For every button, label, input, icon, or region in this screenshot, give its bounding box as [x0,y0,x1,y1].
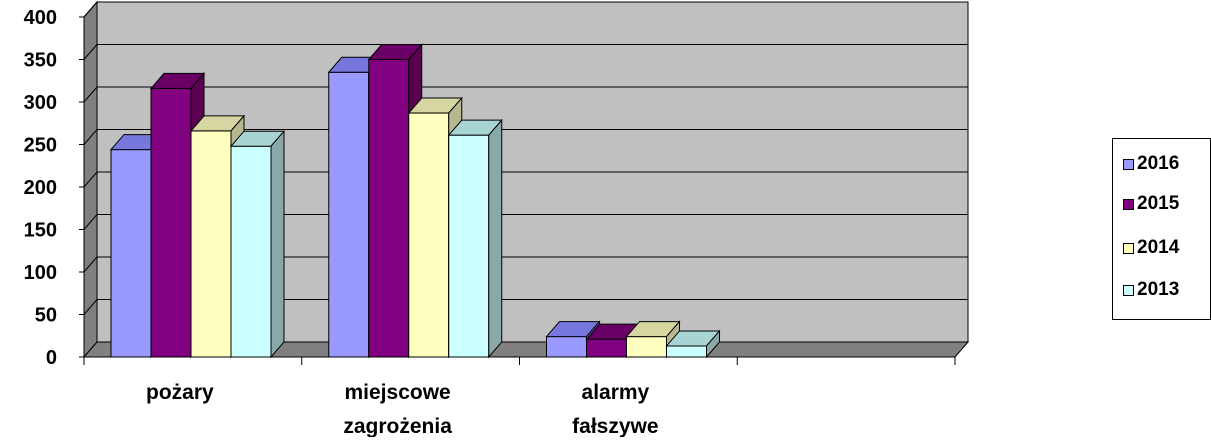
gridline-side [83,299,98,315]
bar-2015 [368,59,410,358]
legend-swatch-2015 [1123,198,1134,210]
legend-label-2013: 2013 [1137,279,1180,300]
y-tick-label: 100 [24,262,57,284]
bar-2016 [546,336,587,358]
bar-2013 [448,134,490,358]
legend-label-2014: 2014 [1137,237,1180,258]
y-tick-label: 300 [24,92,57,114]
y-tick-label: 250 [24,135,57,157]
legend-swatch-2013 [1123,284,1134,296]
legend-swatch-2014 [1123,242,1134,254]
bar-2013 [666,345,707,358]
y-tick-label: 150 [24,220,57,242]
gridline-side [83,171,98,188]
bar-2014 [408,112,450,358]
bar-2016 [110,149,152,358]
x-tick-label: fałszywe [572,415,658,437]
gridline-side [83,256,98,273]
legend-label-2015: 2015 [1137,193,1180,214]
bar-2015 [150,87,192,358]
chart-legend: 2016 2015 2014 2013 [1112,138,1211,320]
bar-side-2013 [488,118,503,359]
x-tick-label: pożary [146,381,214,404]
bar-side-2013 [270,129,285,359]
x-tick-label: miejscowe [345,381,451,404]
gridline-side [83,86,98,103]
gridline-side [83,44,98,60]
bar-2013 [230,145,272,358]
y-tick-label: 200 [24,177,57,199]
legend-item-2015: 2015 [1123,193,1179,215]
gridline-side [83,1,98,18]
x-tick-label: zagrożenia [343,415,452,437]
bar-2016 [328,71,370,358]
bar-2014 [190,130,232,358]
x-tick-label: alarmy [582,381,650,404]
y-tick-label: 350 [24,50,57,72]
bar-2014 [626,336,667,358]
legend-label-2016: 2016 [1137,153,1180,174]
legend-item-2016: 2016 [1123,153,1179,175]
gridline-side [83,214,98,230]
y-tick-label: 0 [46,347,57,369]
legend-item-2014: 2014 [1123,237,1179,259]
legend-item-2013: 2013 [1123,279,1179,301]
bar-side-2013 [706,329,720,359]
y-tick-label: 400 [24,7,57,29]
legend-swatch-2016 [1123,158,1134,170]
bar-2015 [586,338,627,358]
y-tick-label: 50 [35,305,57,327]
gridline-side [83,129,98,145]
